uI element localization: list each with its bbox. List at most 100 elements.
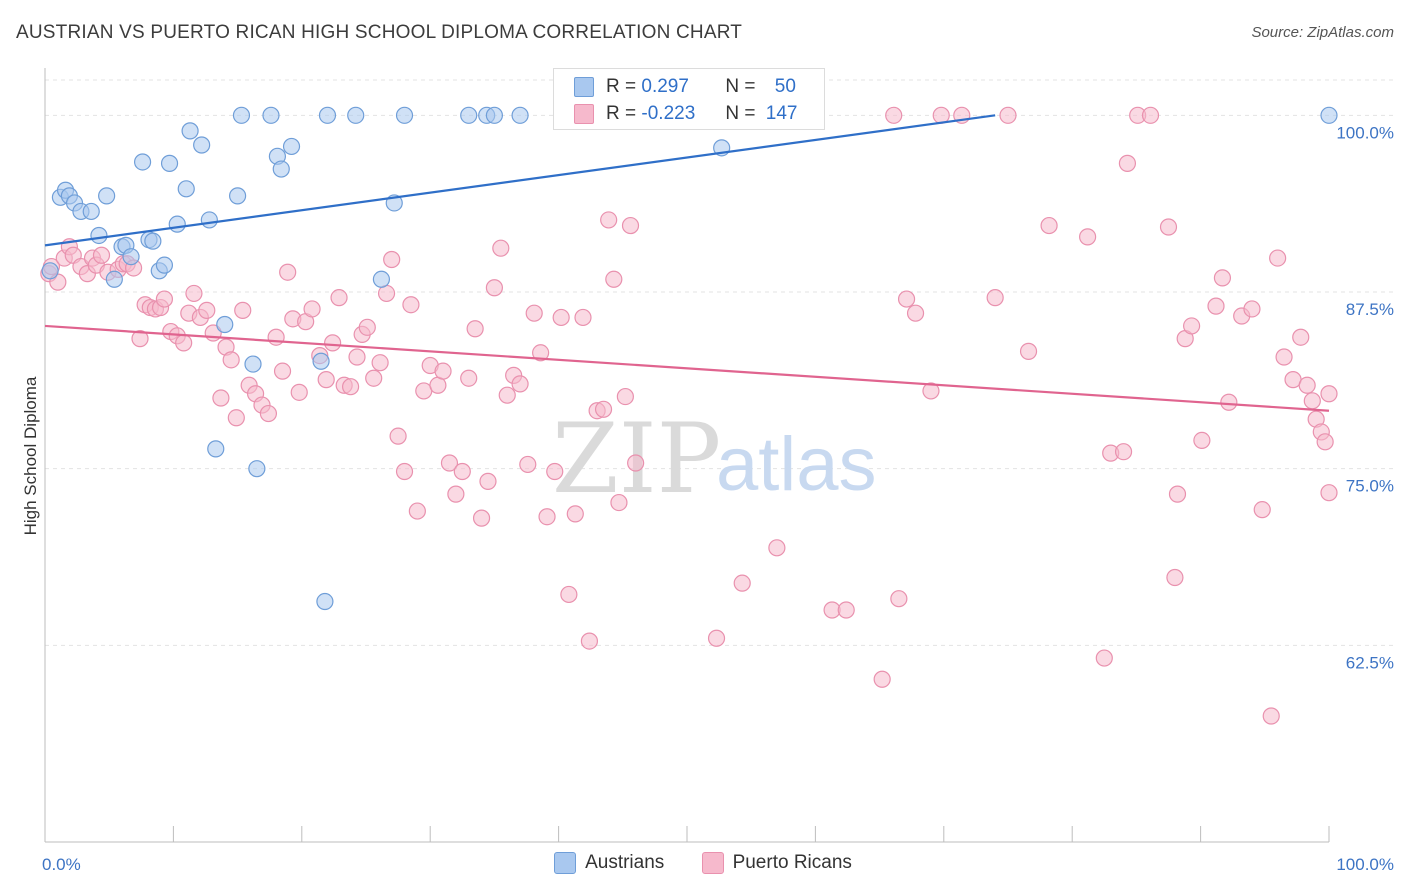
puerto-ricans-n-value: 147: [765, 103, 798, 124]
puerto-rican-point: [371, 354, 389, 372]
puerto-rican-point: [538, 508, 556, 526]
puerto-ricans-trend-line: [44, 324, 1330, 412]
puerto-rican-point: [768, 539, 786, 557]
legend-item-puerto-ricans[interactable]: Puerto Ricans: [701, 852, 852, 874]
austrian-point: [511, 106, 529, 124]
puerto-rican-point: [1213, 269, 1232, 287]
puerto-rican-point: [1243, 300, 1261, 318]
austrian-point: [193, 136, 211, 154]
puerto-rican-point: [1193, 431, 1211, 449]
puerto-rican-point: [546, 462, 564, 481]
austrian-point: [155, 256, 174, 274]
axes: [44, 68, 1330, 843]
stats-row-austrians: R = 0.297 N = 50: [574, 73, 796, 101]
austrian-point: [168, 215, 186, 233]
legend-label-austrians: Austrians: [585, 852, 665, 873]
austrian-point: [395, 106, 414, 124]
puerto-rican-point: [440, 454, 459, 472]
puerto-rican-point: [885, 106, 903, 124]
austrians-swatch: [574, 77, 594, 97]
y-tick-label: 100.0%: [1336, 123, 1394, 142]
puerto-rican-point: [1118, 154, 1137, 172]
austrian-point: [372, 270, 391, 288]
austrian-point: [200, 211, 218, 229]
puerto-rican-point: [348, 348, 366, 366]
austrian-point: [485, 106, 503, 124]
puerto-rican-point: [212, 389, 230, 407]
puerto-rican-point: [290, 383, 308, 401]
puerto-rican-point: [1207, 297, 1225, 315]
puerto-rican-point: [906, 304, 925, 322]
puerto-rican-point: [453, 462, 471, 481]
austrian-point: [82, 202, 100, 221]
puerto-rican-point: [986, 289, 1004, 307]
legend-item-austrians[interactable]: Austrians: [554, 852, 664, 874]
puerto-ricans-r-label: R =: [606, 103, 637, 124]
austrians-n-label: N =: [725, 76, 756, 97]
puerto-rican-point: [560, 585, 578, 604]
puerto-rican-point: [131, 330, 149, 348]
puerto-rican-point: [733, 574, 751, 592]
puerto-rican-point: [1292, 328, 1310, 346]
austrians-r-label: R =: [606, 76, 637, 97]
stats-row-puerto-ricans: R = -0.223 N = 147: [574, 100, 797, 128]
austrian-point: [41, 262, 59, 280]
legend-swatch-austrians: [554, 852, 577, 874]
puerto-rican-point: [600, 211, 618, 229]
y-tick-label: 75.0%: [1346, 477, 1394, 496]
puerto-rican-point: [402, 296, 420, 314]
puerto-rican-point: [511, 375, 529, 393]
austrian-point: [318, 106, 337, 124]
puerto-rican-point: [1166, 568, 1184, 587]
austrian-point: [1320, 106, 1338, 124]
austrian-point: [232, 106, 251, 124]
puerto-rican-point: [383, 250, 401, 269]
series-austrians: [41, 106, 1338, 611]
austrian-point: [133, 153, 152, 171]
puerto-rican-point: [552, 308, 570, 327]
puerto-rican-point: [1316, 433, 1334, 451]
puerto-rican-point: [707, 629, 726, 647]
puerto-rican-point: [234, 301, 252, 319]
y-tick-label: 87.5%: [1346, 300, 1394, 319]
puerto-rican-point: [627, 454, 645, 472]
puerto-rican-point: [1095, 649, 1113, 667]
puerto-rican-point: [1220, 393, 1238, 411]
puerto-rican-point: [460, 369, 478, 387]
y-tick-label: 62.5%: [1346, 653, 1394, 672]
puerto-rican-point: [222, 351, 240, 369]
puerto-rican-point: [259, 404, 278, 423]
puerto-rican-point: [330, 289, 348, 307]
austrian-point: [181, 122, 199, 140]
puerto-rican-point: [365, 369, 383, 387]
austrians-n-value: 50: [774, 76, 796, 97]
puerto-rican-point: [873, 670, 891, 688]
x-tick-label: 100.0%: [1336, 855, 1394, 874]
chart-legend: Austrians Puerto Ricans: [0, 852, 1406, 880]
trend-lines: [44, 114, 1330, 412]
puerto-rican-point: [1253, 501, 1271, 519]
watermark-atlas: atlas: [716, 422, 877, 507]
puerto-rican-point: [1320, 385, 1338, 403]
austrian-point: [244, 355, 262, 373]
austrian-point: [248, 460, 266, 478]
puerto-rican-point: [532, 344, 550, 362]
puerto-rican-point: [324, 334, 342, 352]
austrian-point: [105, 270, 123, 288]
austrians-r-value: 0.297: [641, 76, 689, 97]
puerto-rican-point: [175, 334, 193, 352]
puerto-rican-point: [1320, 484, 1338, 502]
puerto-ricans-n-label: N =: [725, 103, 756, 124]
puerto-rican-point: [358, 318, 376, 336]
puerto-rican-point: [1168, 485, 1187, 503]
puerto-rican-point: [155, 290, 174, 308]
puerto-rican-point: [472, 509, 491, 527]
austrian-point: [229, 187, 247, 205]
austrian-point: [347, 106, 365, 124]
austrian-point: [160, 154, 179, 172]
puerto-rican-point: [92, 246, 111, 264]
puerto-rican-point: [1114, 443, 1133, 461]
austrian-point: [207, 440, 225, 458]
austrian-point: [177, 180, 195, 198]
